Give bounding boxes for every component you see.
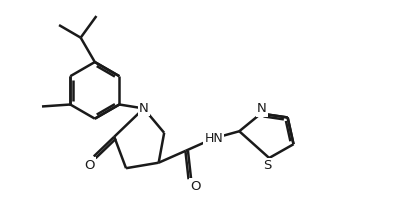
Text: N: N [138, 102, 148, 115]
Text: O: O [190, 180, 200, 193]
Text: S: S [262, 159, 271, 172]
Text: O: O [84, 159, 95, 171]
Text: HN: HN [204, 132, 223, 145]
Text: N: N [256, 102, 266, 115]
